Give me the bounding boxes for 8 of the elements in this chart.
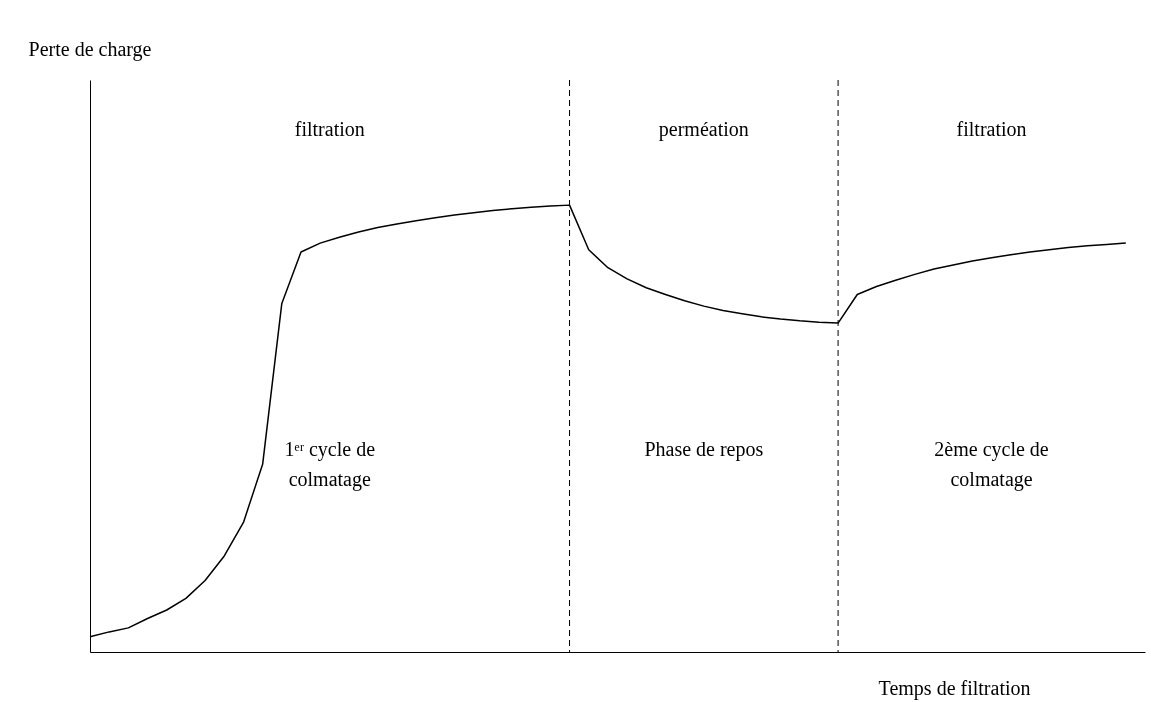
text: perméation: [658, 118, 749, 141]
annotation: 1ᵉʳ cycle de colmatage: [284, 438, 376, 491]
x-axis-title: Temps de filtration: [878, 676, 1031, 700]
annotation: 2ème cycle de colmatage: [934, 438, 1049, 491]
text: Perte de charge: [28, 38, 152, 61]
annotation: Phase de repos: [644, 438, 764, 461]
text: filtration: [956, 118, 1027, 140]
text: filtration: [294, 118, 365, 140]
